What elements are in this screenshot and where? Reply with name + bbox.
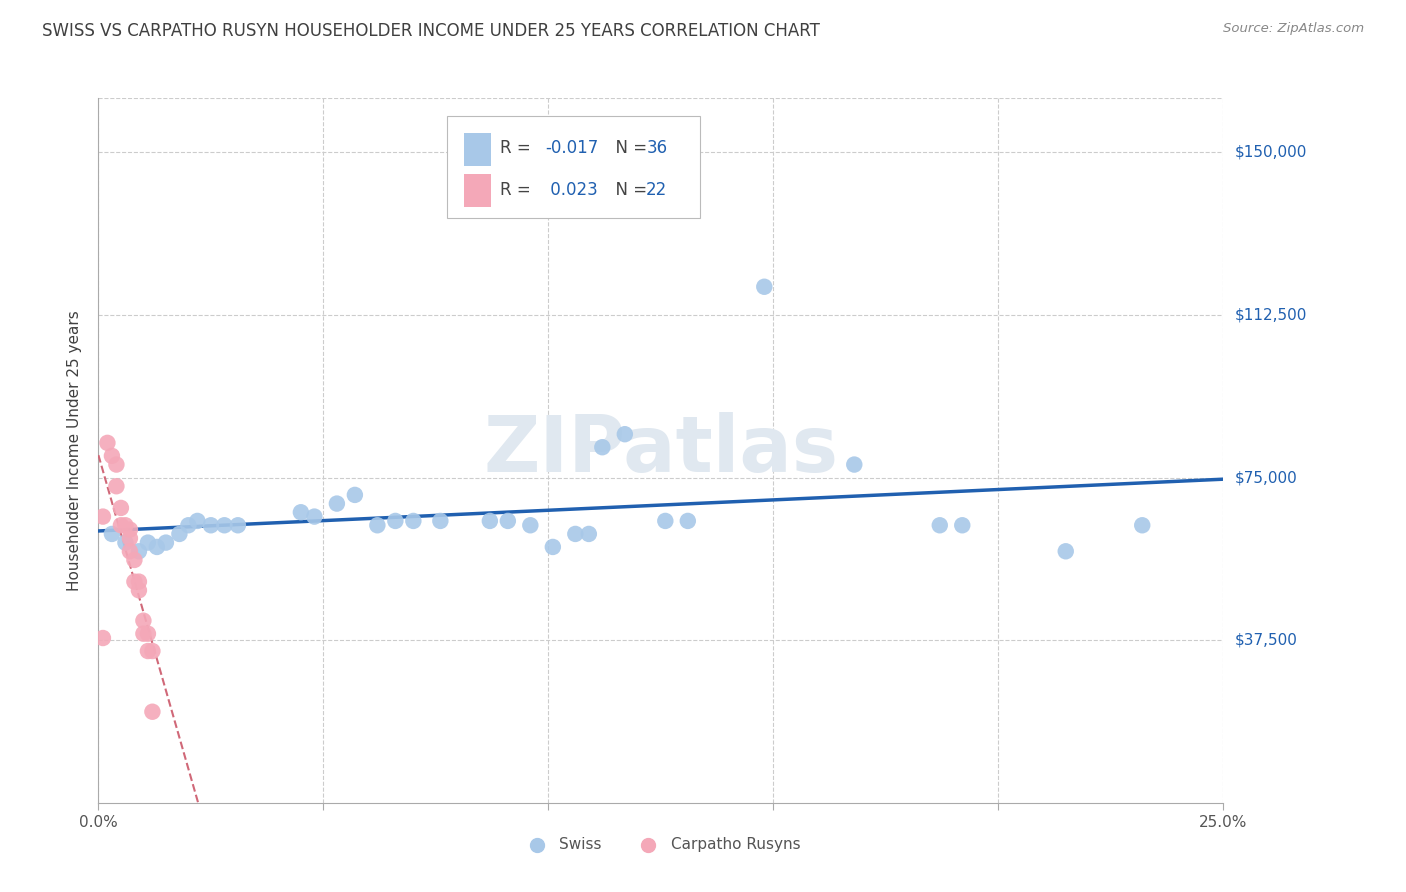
Point	[177, 518, 200, 533]
Point	[226, 518, 249, 533]
Point	[343, 488, 366, 502]
Text: Source: ZipAtlas.com: Source: ZipAtlas.com	[1223, 22, 1364, 36]
Point	[128, 574, 150, 589]
FancyBboxPatch shape	[464, 174, 491, 207]
Text: N =: N =	[605, 181, 652, 200]
Point	[118, 531, 141, 545]
Point	[754, 279, 776, 293]
Text: $112,500: $112,500	[1234, 308, 1306, 322]
Point	[676, 514, 699, 528]
Point	[96, 435, 118, 450]
Point	[136, 626, 159, 640]
Point	[141, 705, 163, 719]
FancyBboxPatch shape	[464, 133, 491, 167]
Text: 22: 22	[647, 181, 668, 200]
Point	[169, 527, 191, 541]
Point	[91, 631, 114, 645]
Point	[110, 500, 132, 515]
Point	[366, 518, 388, 533]
Text: R =: R =	[501, 181, 536, 200]
Point	[1054, 544, 1077, 558]
Text: $150,000: $150,000	[1234, 145, 1306, 160]
Point	[91, 509, 114, 524]
Point	[146, 540, 169, 554]
Point	[132, 614, 155, 628]
Point	[124, 553, 146, 567]
Point	[496, 514, 519, 528]
Point	[136, 644, 159, 658]
Text: SWISS VS CARPATHO RUSYN HOUSEHOLDER INCOME UNDER 25 YEARS CORRELATION CHART: SWISS VS CARPATHO RUSYN HOUSEHOLDER INCO…	[42, 22, 820, 40]
Point	[214, 518, 236, 533]
Point	[564, 527, 586, 541]
Legend: Swiss, Carpatho Rusyns: Swiss, Carpatho Rusyns	[515, 831, 807, 859]
Point	[155, 535, 177, 549]
Point	[118, 523, 141, 537]
Point	[114, 535, 136, 549]
Point	[128, 583, 150, 598]
Point	[478, 514, 501, 528]
Point	[384, 514, 406, 528]
Text: R =: R =	[501, 139, 536, 157]
Point	[101, 449, 124, 463]
Point	[844, 458, 866, 472]
Point	[519, 518, 541, 533]
Point	[141, 644, 163, 658]
Point	[591, 440, 613, 454]
Point	[402, 514, 425, 528]
Point	[110, 518, 132, 533]
Text: 36: 36	[647, 139, 668, 157]
Point	[928, 518, 950, 533]
Point	[128, 544, 150, 558]
Point	[1130, 518, 1153, 533]
Point	[541, 540, 564, 554]
Point	[124, 574, 146, 589]
Point	[105, 458, 128, 472]
Point	[613, 427, 636, 442]
Text: 0.023: 0.023	[546, 181, 598, 200]
Point	[101, 527, 124, 541]
Point	[105, 479, 128, 493]
Text: $37,500: $37,500	[1234, 632, 1298, 648]
Point	[290, 505, 312, 519]
Y-axis label: Householder Income Under 25 years: Householder Income Under 25 years	[67, 310, 83, 591]
Point	[136, 535, 159, 549]
Point	[132, 626, 155, 640]
Point	[200, 518, 222, 533]
Text: N =: N =	[605, 139, 652, 157]
Point	[950, 518, 973, 533]
FancyBboxPatch shape	[447, 116, 700, 218]
Point	[578, 527, 600, 541]
Point	[114, 518, 136, 533]
Point	[326, 497, 349, 511]
Point	[186, 514, 208, 528]
Point	[654, 514, 676, 528]
Text: ZIPatlas: ZIPatlas	[484, 412, 838, 489]
Point	[304, 509, 326, 524]
Point	[118, 544, 141, 558]
Point	[429, 514, 451, 528]
Text: -0.017: -0.017	[546, 139, 598, 157]
Text: $75,000: $75,000	[1234, 470, 1298, 485]
